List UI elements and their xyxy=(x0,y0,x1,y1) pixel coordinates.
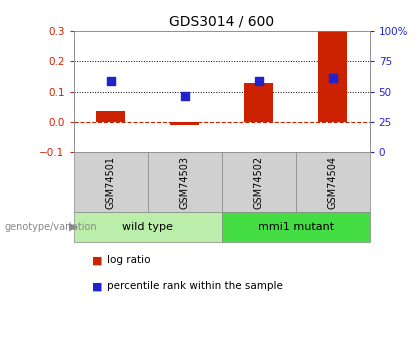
Text: ■: ■ xyxy=(92,282,103,291)
Bar xyxy=(96,111,125,122)
Text: GSM74501: GSM74501 xyxy=(105,156,116,209)
Text: percentile rank within the sample: percentile rank within the sample xyxy=(107,282,283,291)
Text: ▶: ▶ xyxy=(69,221,78,231)
Text: GSM74503: GSM74503 xyxy=(179,156,189,209)
Point xyxy=(255,78,262,84)
Text: GSM74502: GSM74502 xyxy=(254,156,264,209)
Point xyxy=(107,78,114,84)
Text: genotype/variation: genotype/variation xyxy=(4,221,97,231)
Bar xyxy=(74,152,147,212)
Bar xyxy=(222,152,296,212)
Bar xyxy=(170,122,200,125)
Point xyxy=(181,93,188,99)
Bar xyxy=(244,83,273,122)
Point xyxy=(329,75,336,81)
Text: wild type: wild type xyxy=(122,221,173,231)
Text: GSM74504: GSM74504 xyxy=(328,156,338,209)
Bar xyxy=(222,212,370,241)
Text: mmi1 mutant: mmi1 mutant xyxy=(257,221,333,231)
Bar xyxy=(74,212,222,241)
Text: log ratio: log ratio xyxy=(107,256,151,265)
Bar xyxy=(318,31,347,122)
Bar xyxy=(147,152,222,212)
Bar xyxy=(296,152,370,212)
Title: GDS3014 / 600: GDS3014 / 600 xyxy=(169,14,274,29)
Text: ■: ■ xyxy=(92,256,103,265)
